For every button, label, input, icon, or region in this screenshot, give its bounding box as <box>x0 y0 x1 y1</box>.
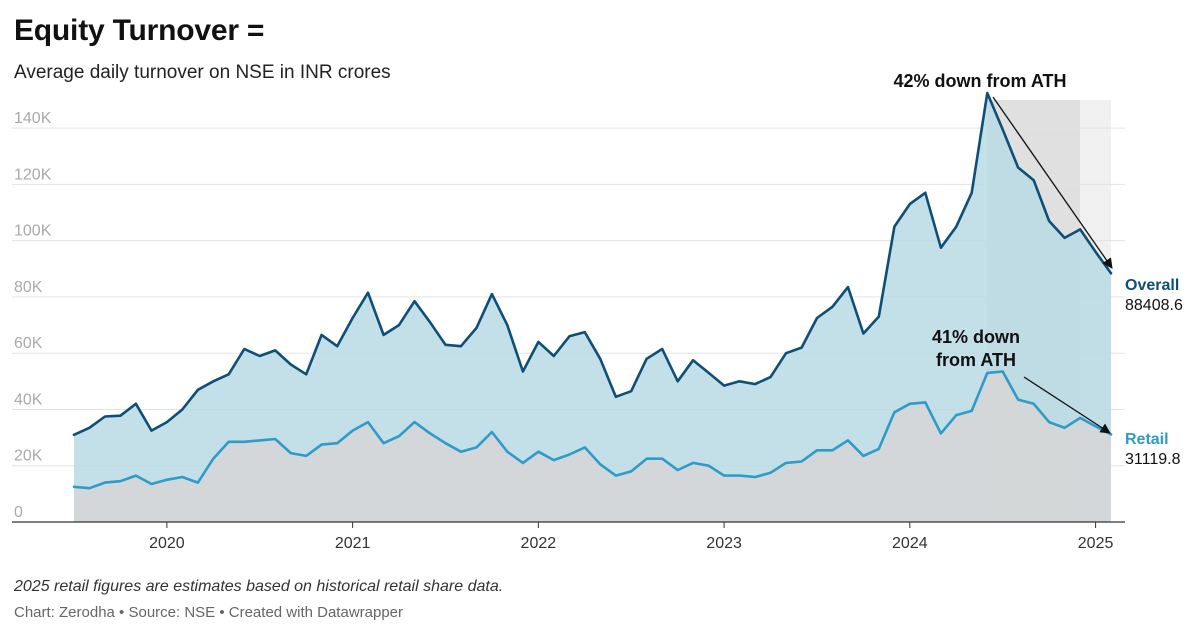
series-line-retail <box>72 370 1113 490</box>
series-value-overall: 88408.6 <box>1125 297 1183 314</box>
y-tick-label: 140K <box>14 110 52 127</box>
series-value-retail: 31119.8 <box>1125 451 1181 468</box>
series-line-overall <box>72 91 1113 437</box>
annotation-overall: 42% down from ATH <box>893 71 1066 91</box>
chart-subtitle: Average daily turnover on NSE in INR cro… <box>14 62 391 83</box>
area-retail <box>74 371 1111 522</box>
footnote: 2025 retail figures are estimates based … <box>14 578 504 595</box>
credits: Chart: Zerodha • Source: NSE • Created w… <box>14 604 404 621</box>
y-tick-label: 120K <box>14 166 52 183</box>
y-tick-label: 100K <box>14 223 52 240</box>
area-overall <box>74 93 1111 522</box>
annotation-retail-line1: 41% down <box>932 327 1020 347</box>
y-tick-label: 40K <box>14 391 43 408</box>
x-tick-label: 2024 <box>892 535 928 552</box>
annotation-overall-arrow <box>992 96 1113 269</box>
y-tick-label: 0 <box>14 504 23 521</box>
y-tick-label: 20K <box>14 448 43 465</box>
annotation-retail-arrow <box>1023 376 1111 434</box>
series-label-overall: Overall <box>1125 277 1179 294</box>
x-tick-label: 2020 <box>149 535 185 552</box>
y-tick-label: 60K <box>14 335 43 352</box>
x-tick-label: 2022 <box>521 535 557 552</box>
x-tick-label: 2021 <box>335 535 371 552</box>
x-tick-label: 2025 <box>1078 535 1114 552</box>
x-tick-label: 2023 <box>706 535 742 552</box>
y-tick-label: 80K <box>14 279 43 296</box>
series-label-retail: Retail <box>1125 431 1169 448</box>
annotation-retail-line2: from ATH <box>936 350 1016 370</box>
chart-title: Equity Turnover = <box>14 14 265 47</box>
